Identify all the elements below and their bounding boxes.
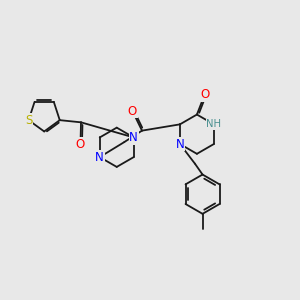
Text: N: N [95, 151, 104, 164]
Text: O: O [200, 88, 209, 101]
Text: N: N [176, 137, 184, 151]
Text: S: S [25, 114, 32, 127]
Text: O: O [76, 138, 85, 151]
Text: NH: NH [206, 119, 221, 129]
Text: O: O [128, 104, 137, 118]
Text: N: N [129, 131, 138, 144]
